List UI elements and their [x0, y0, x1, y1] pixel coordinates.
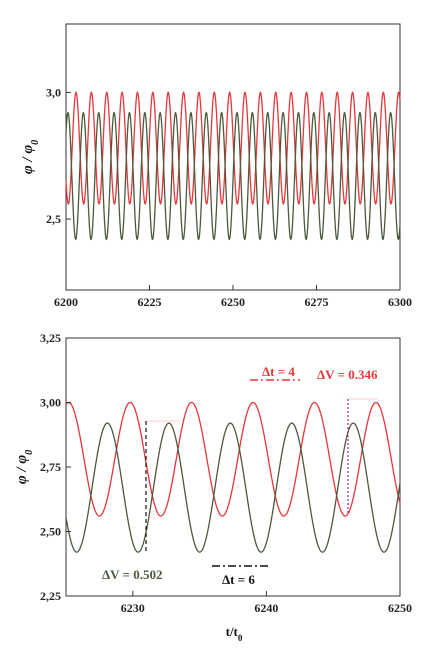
bottom-x-tick-label: 6230 — [121, 601, 145, 615]
top-x-tick-label: 6200 — [54, 295, 78, 309]
bottom-x-tick-label: 6250 — [388, 601, 412, 615]
bottom-y-tick-label: 2,75 — [40, 460, 61, 474]
top-plot-frame — [65, 23, 401, 291]
bottom-x-axis-label: t/t0 — [226, 624, 243, 643]
bottom-y-tick-label: 3,25 — [40, 331, 61, 345]
top-x-tick-label: 6225 — [138, 295, 162, 309]
annotation-dv-green-label: ΔV = 0.502 — [102, 567, 162, 582]
top-series-group — [65, 91, 401, 241]
top-y-axis-label: φ / φ0 — [20, 140, 41, 174]
top-x-tick-label: 6250 — [221, 295, 245, 309]
top-y-tick-label: 2,5 — [46, 212, 61, 226]
bottom-series-green-line — [65, 422, 401, 553]
annotations-group: Δt = 4 ΔV = 0.346 ΔV = 0.502 Δt = 6 — [102, 364, 378, 587]
bottom-series-group — [65, 401, 401, 553]
top-x-tick-label: 6300 — [388, 295, 412, 309]
bottom-y-tick-label: 2,25 — [40, 589, 61, 603]
top-panel: 6200 6225 6250 6275 6300 2,5 3,0 φ / φ0 — [20, 23, 412, 309]
top-series-green-line — [65, 111, 401, 241]
bottom-series-red-line — [65, 401, 401, 517]
bottom-y-axis-label: φ / φ0 — [14, 450, 35, 484]
bottom-y-tick-label: 3,00 — [40, 396, 61, 410]
annotation-dv-red-label: ΔV = 0.346 — [317, 367, 378, 382]
bottom-y-tick-label: 2,50 — [40, 525, 61, 539]
top-y-tick-label: 3,0 — [46, 85, 61, 99]
annotation-dt4-label: Δt = 4 — [262, 364, 295, 379]
bottom-ticks-group: 6230 6240 6250 2,25 2,50 2,75 3,00 3,25 — [40, 331, 412, 615]
annotation-dt6-label: Δt = 6 — [222, 572, 255, 587]
bottom-x-tick-label: 6240 — [254, 601, 278, 615]
top-x-tick-label: 6275 — [305, 295, 329, 309]
top-ticks-group: 6200 6225 6250 6275 6300 2,5 3,0 — [46, 85, 412, 309]
top-series-red-line — [65, 91, 401, 205]
